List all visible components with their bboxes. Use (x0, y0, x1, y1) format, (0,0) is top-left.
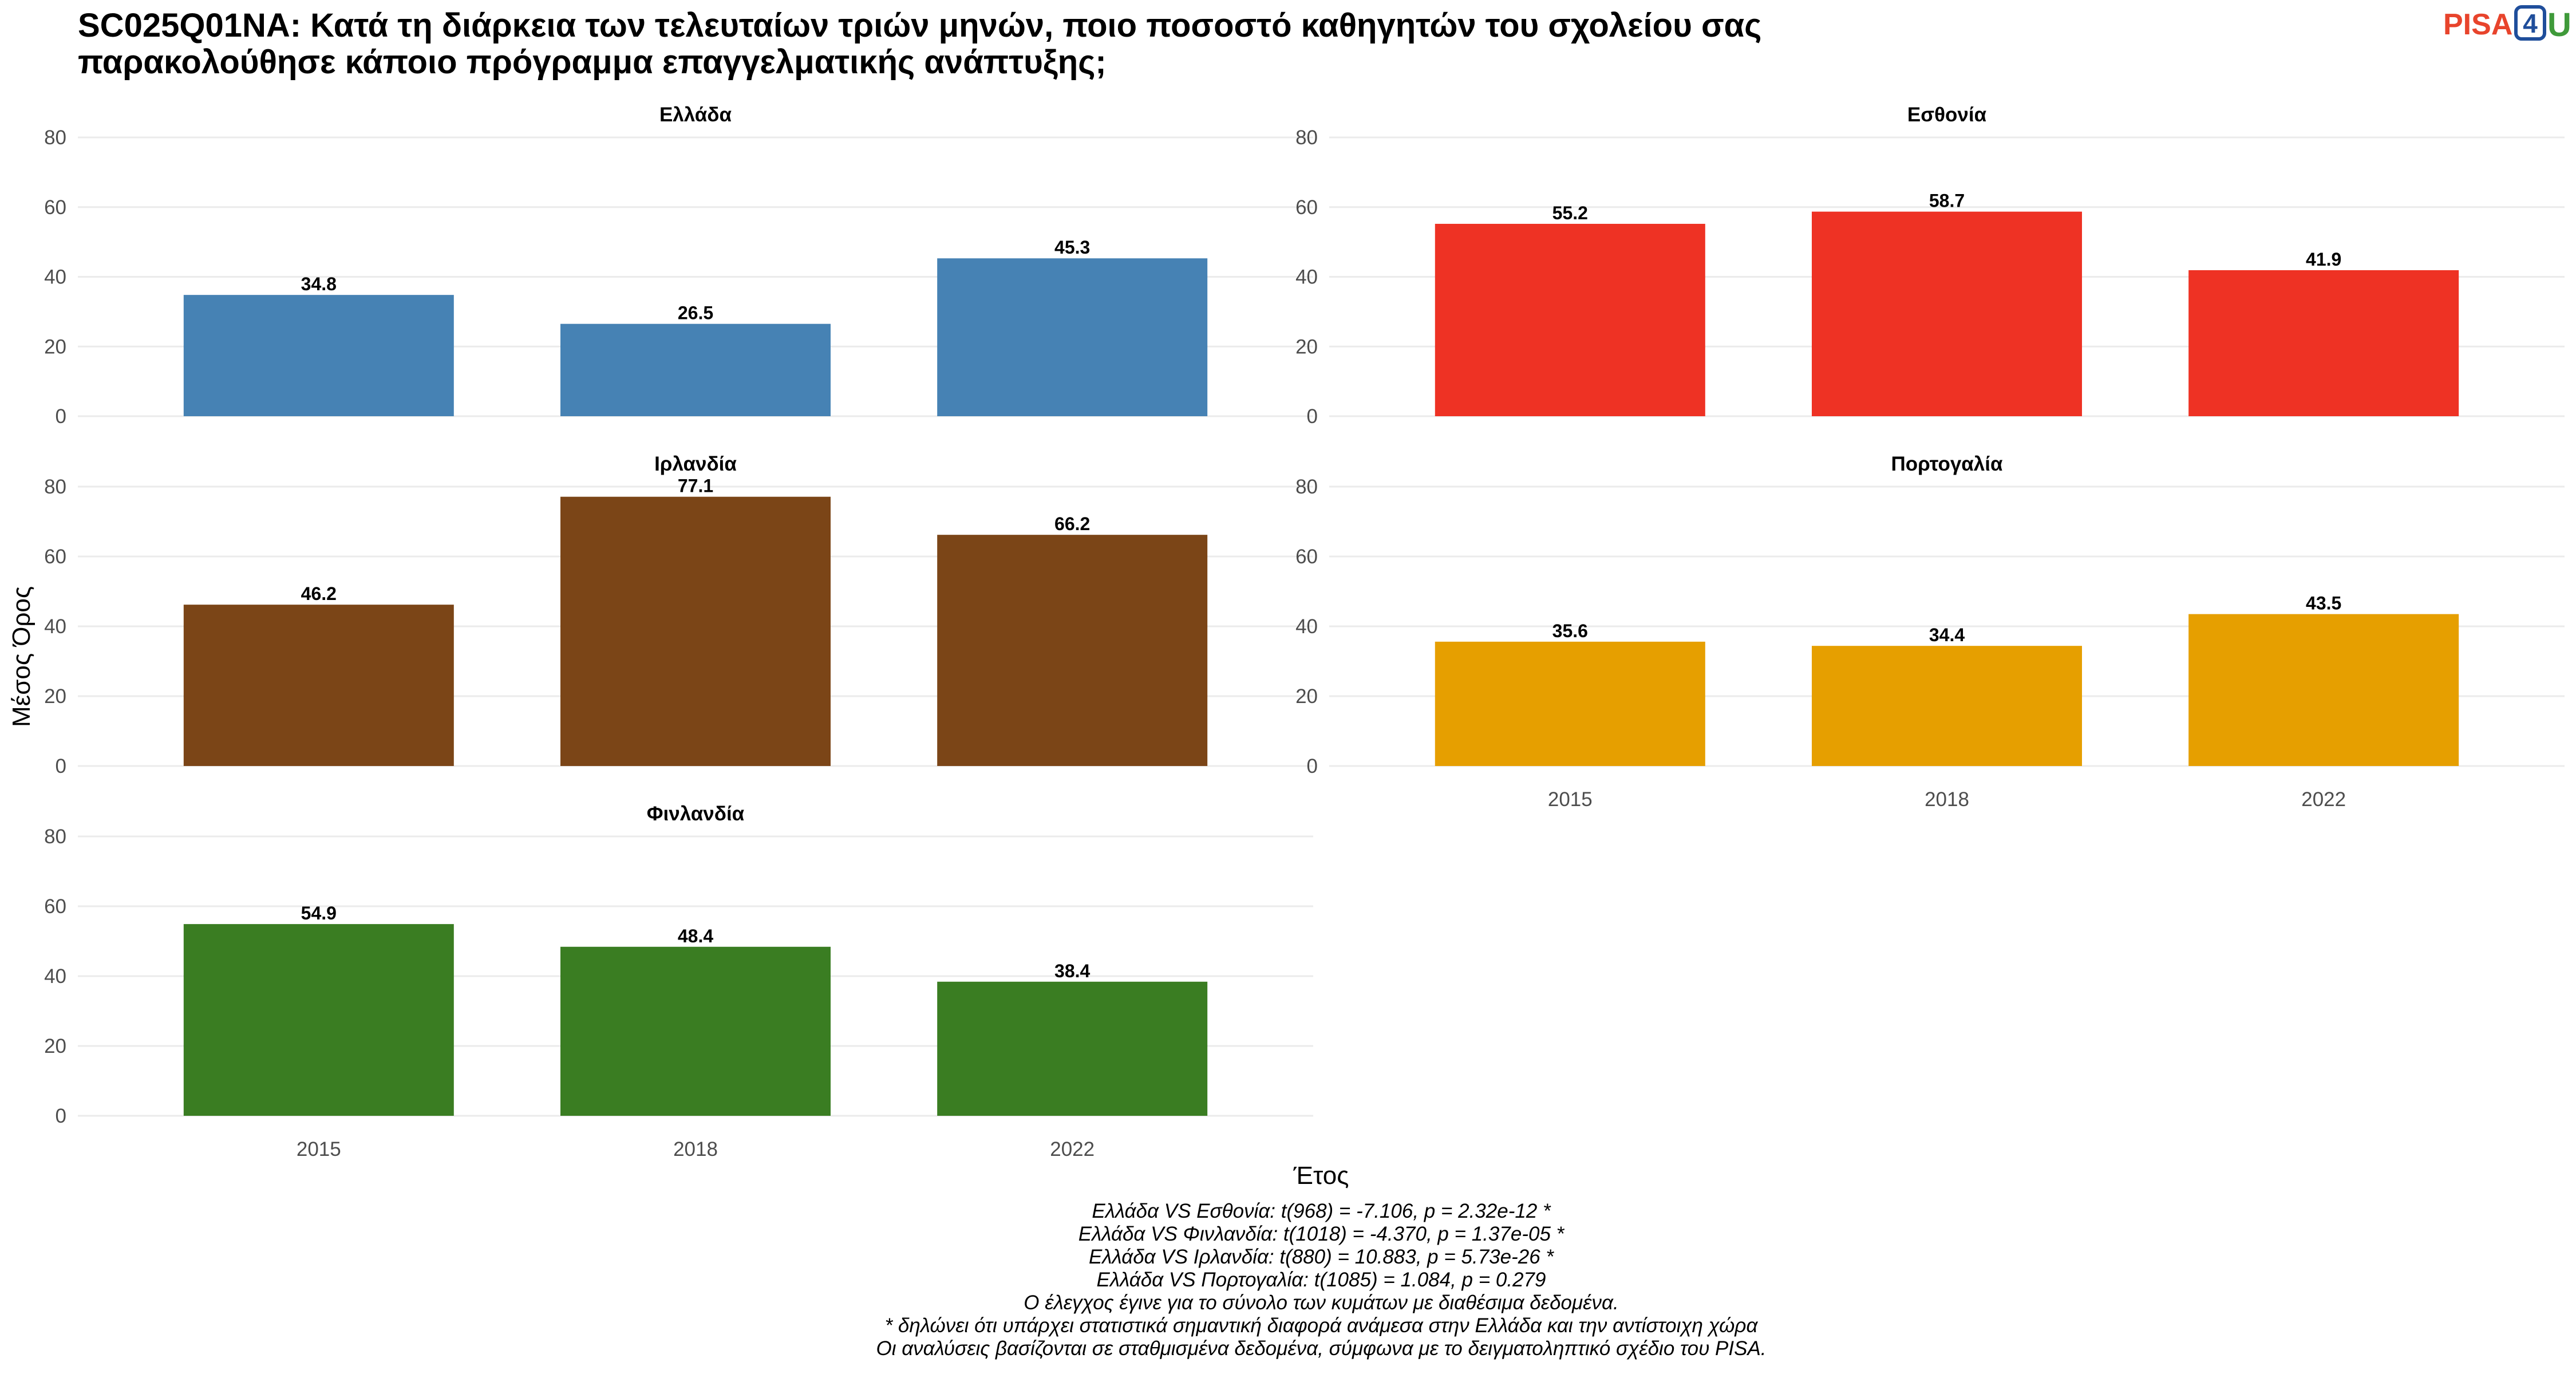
y-tick-label: 0 (56, 405, 66, 428)
bar (1812, 646, 2082, 766)
facet-panel: Εσθονία 0 20 40 60 80 55.2 58.7 41.9 (1295, 104, 2565, 428)
facet-panels: Ελλάδα 0 20 40 60 80 34.8 26.5 45.3 Εσθονία 0 20 40 6… (44, 104, 2565, 1160)
x-tick-label: 2015 (1548, 788, 1593, 811)
bar-value-label: 55.2 (1552, 203, 1588, 223)
bar (937, 258, 1208, 416)
bar (183, 924, 454, 1116)
pisa4u-logo: PISA 4 U (2443, 5, 2571, 44)
facet-title: Εσθονία (1907, 104, 1987, 126)
y-tick-label: 40 (1295, 615, 1318, 638)
y-tick-label: 60 (1295, 196, 1318, 219)
bar (2188, 614, 2459, 766)
x-tick-label: 2018 (1925, 788, 1969, 811)
caption-line: Ελλάδα VS Εσθονία: t(968) = -7.106, p = … (1092, 1200, 1551, 1222)
bar (2188, 270, 2459, 416)
bar (1435, 223, 1705, 416)
bar (560, 946, 831, 1116)
y-tick-label: 0 (56, 755, 66, 777)
caption-line: * δηλώνει ότι υπάρχει στατιστικά σημαντι… (885, 1314, 1759, 1337)
bar (937, 981, 1208, 1116)
x-tick-label: 2022 (1050, 1138, 1095, 1160)
bar-value-label: 41.9 (2306, 249, 2341, 270)
bar-value-label: 46.2 (301, 583, 337, 604)
bar (1435, 641, 1705, 766)
y-tick-label: 80 (1295, 476, 1318, 498)
caption-line: Οι αναλύσεις βασίζονται σε σταθμισμένα δ… (876, 1337, 1766, 1360)
bar-value-label: 43.5 (2306, 593, 2341, 614)
bar (1812, 211, 2082, 416)
caption-line: Ελλάδα VS Πορτογαλία: t(1085) = 1.084, p… (1097, 1269, 1546, 1291)
y-tick-label: 60 (44, 546, 66, 568)
bar-value-label: 54.9 (301, 903, 337, 923)
y-tick-label: 60 (1295, 546, 1318, 568)
y-tick-label: 20 (44, 685, 66, 708)
y-tick-label: 0 (1307, 405, 1318, 428)
y-tick-label: 40 (44, 266, 66, 289)
y-tick-label: 60 (44, 895, 66, 918)
y-tick-label: 80 (44, 826, 66, 848)
caption-line: Ελλάδα VS Φινλανδία: t(1018) = -4.370, p… (1078, 1223, 1565, 1245)
y-tick-label: 20 (1295, 335, 1318, 358)
y-tick-label: 80 (44, 127, 66, 149)
facet-panel: Ελλάδα 0 20 40 60 80 34.8 26.5 45.3 (44, 104, 1313, 428)
bar-value-label: 34.8 (301, 274, 337, 294)
x-tick-label: 2022 (2301, 788, 2346, 811)
x-tick-label: 2018 (673, 1138, 718, 1160)
logo-pisa-text: PISA (2443, 8, 2512, 41)
y-tick-label: 40 (1295, 266, 1318, 289)
bar (560, 496, 831, 766)
chart-title-line-1: SC025Q01NA: Κατά τη διάρκεια των τελευτα… (78, 7, 1761, 44)
facet-panel: Πορτογαλία 0 20 40 60 80 35.6 2015 34.4 2018 43.5 2… (1295, 453, 2565, 811)
y-axis-title: Μέσος Όρος (7, 586, 35, 727)
x-tick-label: 2015 (297, 1138, 341, 1160)
facet-title: Πορτογαλία (1891, 453, 2003, 475)
bar-value-label: 35.6 (1552, 621, 1588, 641)
logo-four-text: 4 (2523, 9, 2538, 38)
bar-value-label: 34.4 (1929, 625, 1965, 645)
facet-title: Ιρλανδία (654, 453, 737, 475)
y-tick-label: 20 (44, 335, 66, 358)
y-tick-label: 20 (1295, 685, 1318, 708)
caption-line: Ο έλεγχος έγινε για το σύνολο των κυμάτω… (1024, 1292, 1619, 1314)
facet-title: Φινλανδία (647, 803, 745, 825)
bar-value-label: 77.1 (678, 476, 713, 496)
chart-title-line-2: παρακολούθησε κάποιο πρόγραμμα επαγγελμα… (78, 44, 1107, 81)
bar (560, 323, 831, 416)
bar-value-label: 48.4 (678, 926, 713, 946)
y-tick-label: 40 (44, 615, 66, 638)
y-tick-label: 60 (44, 196, 66, 219)
bar (183, 605, 454, 766)
bar-value-label: 38.4 (1054, 961, 1090, 981)
chart-caption: Ελλάδα VS Εσθονία: t(968) = -7.106, p = … (876, 1200, 1766, 1360)
bar-value-label: 45.3 (1054, 237, 1090, 258)
bar (183, 295, 454, 416)
bar-value-label: 66.2 (1054, 514, 1090, 534)
logo-four-box (2514, 5, 2546, 41)
logo-u-text: U (2547, 6, 2571, 44)
y-tick-label: 0 (1307, 755, 1318, 777)
bar-value-label: 26.5 (678, 303, 713, 323)
y-tick-label: 40 (44, 965, 66, 988)
x-axis-title: Έτος (1293, 1162, 1349, 1190)
bar (937, 535, 1208, 766)
y-tick-label: 80 (1295, 127, 1318, 149)
caption-line: Ελλάδα VS Ιρλανδία: t(880) = 10.883, p =… (1089, 1246, 1554, 1268)
facet-panel: Ιρλανδία 0 20 40 60 80 46.2 77.1 66.2 (44, 453, 1313, 777)
y-tick-label: 80 (44, 476, 66, 498)
facet-panel: Φινλανδία 0 20 40 60 80 54.9 2015 48.4 2018 38.4 20… (44, 803, 1313, 1160)
facet-title: Ελλάδα (659, 104, 732, 126)
y-tick-label: 20 (44, 1035, 66, 1057)
bar-value-label: 58.7 (1929, 191, 1965, 211)
y-tick-label: 0 (56, 1105, 66, 1127)
